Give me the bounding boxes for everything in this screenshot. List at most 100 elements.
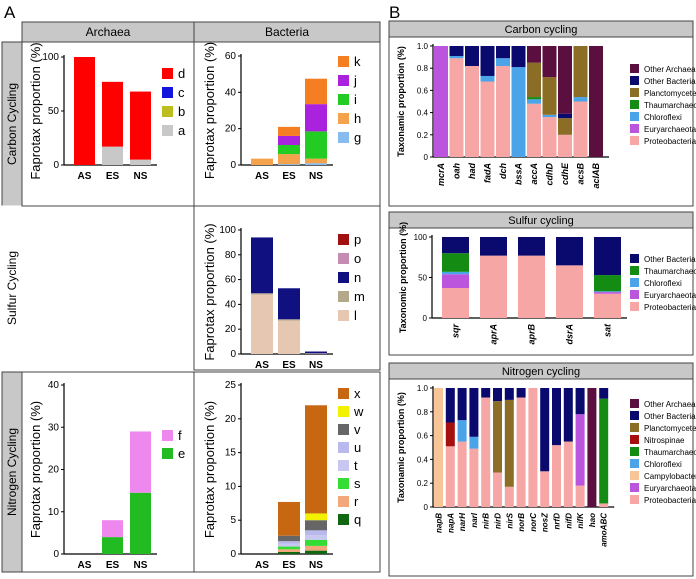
B_carbon-bar-acIAB-other_archaea (589, 46, 603, 157)
A_sulfur_bacteria-ytick-label: 60 (225, 275, 237, 286)
B_nitrogen-legend-swatch-nitrospinae (630, 435, 639, 444)
A_carbon_archaea-bar-ES-a (102, 146, 123, 165)
A_carbon_bacteria-bar-NS-h (305, 158, 327, 164)
panel-b-frames (388, 20, 694, 577)
B_carbon-bar-acsB-planctomycetes (573, 46, 588, 98)
b-carbon-title: Carbon cycling (505, 24, 578, 36)
A_nitrogen_bacteria-bar-ES-u (278, 541, 300, 544)
B_carbon-ytick-label: 1.0 (417, 42, 429, 51)
B_sulfur-legend-swatch-proteobacteria (630, 302, 639, 311)
A_sulfur_bacteria-ytick-label: 80 (225, 250, 237, 261)
A_nitrogen_archaea-legend-label-f: f (178, 428, 182, 443)
B_carbon-bar-bssA-other_bacteria (511, 46, 526, 68)
B_nitrogen-xtick-nirS: nirS (505, 512, 514, 528)
A_carbon_bacteria-bar-NS-g (305, 163, 327, 165)
A_carbon_archaea-legend-swatch-b (162, 106, 173, 117)
B_nitrogen-bar-amoABC-thaumarchaeota (599, 398, 609, 504)
A_nitrogen_bacteria-legend-swatch-s (338, 478, 349, 489)
panel-a-letter: A (4, 3, 16, 22)
B_sulfur-bar-dsrA-other_bacteria (556, 237, 583, 266)
A_sulfur_bacteria-bar-ES-l (278, 320, 300, 354)
A_nitrogen_bacteria-legend-swatch-w (338, 406, 349, 417)
A_carbon_archaea-legend-label-c: c (178, 85, 185, 100)
A_nitrogen_archaea-ytick-label: 10 (48, 507, 60, 518)
A_carbon_bacteria-legend-swatch-h (338, 113, 349, 124)
B_sulfur-bar-sat-euryarchaeota (594, 292, 621, 294)
B_nitrogen-legend-swatch-euryarchaeota (630, 483, 639, 492)
B_nitrogen-bar-nirD-other_bacteria (493, 388, 502, 402)
A_nitrogen_bacteria-bar-ES-s (278, 546, 300, 550)
A_carbon_bacteria-xtick-AS: AS (255, 171, 269, 182)
B_carbon-bar-oah-proteobacteria (449, 58, 464, 157)
A_carbon_bacteria-bar-ES-i (278, 145, 300, 155)
B_nitrogen-xtick-narH: narH (458, 513, 467, 531)
B_carbon-xtick-acsB: acsB (576, 162, 586, 184)
A_carbon_archaea-bar-AS-d (74, 57, 95, 165)
A_carbon_bacteria-legend-swatch-j (338, 75, 349, 86)
B_carbon-xtick-had: had (467, 163, 477, 180)
A_carbon_bacteria-bar-NS-j (305, 104, 327, 132)
B_nitrogen-xtick-nrfD: nrfD (553, 513, 562, 530)
A_nitrogen_bacteria-legend-swatch-u (338, 442, 349, 453)
A_nitrogen_bacteria-bar-ES-v (278, 535, 300, 542)
B_carbon-legend-swatch-other_bacteria (630, 76, 639, 85)
B_carbon-bar-cdhE-proteobacteria (558, 134, 572, 157)
B_sulfur-ytick-label: 0 (423, 314, 428, 323)
A_sulfur_bacteria-bar-NS-l (305, 353, 327, 354)
A_nitrogen_bacteria-ytick-label: 10 (225, 481, 237, 492)
B_sulfur-xtick-sat: sat (603, 323, 613, 337)
A_carbon_bacteria-bar-ES-k (278, 126, 300, 136)
B_carbon-xtick-oah: oah (452, 163, 462, 180)
B_sulfur-legend-swatch-euryarchaeota (630, 290, 639, 299)
A_nitrogen_bacteria-legend-label-s: s (354, 476, 361, 491)
B_carbon-bar-cdhE-other_bacteria (558, 113, 572, 119)
A_nitrogen_archaea-bar-NS-f (130, 431, 151, 493)
B_nitrogen-bar-nirS-other_bacteria (504, 388, 514, 400)
B_nitrogen-xtick-amoABC: amoABC (600, 513, 609, 547)
B_nitrogen-legend-label-thaumarchaeota: Thaumarchaeota (644, 448, 696, 457)
A_nitrogen_bacteria-ytick-label: 0 (230, 549, 236, 560)
A_sulfur_bacteria-bar-NS-n (305, 351, 327, 354)
B_carbon-legend-swatch-thaumarchaeota (630, 100, 639, 109)
B_carbon-bar-accA-chloroflexi (527, 99, 541, 104)
A_carbon_bacteria-ytick-label: 20 (225, 124, 237, 135)
A_nitrogen_bacteria-ytick-label: 25 (225, 380, 237, 391)
B_nitrogen-ytick-label: 0.8 (417, 408, 429, 417)
B_carbon-legend-swatch-planctomycetes (630, 88, 639, 97)
B_carbon-legend-swatch-proteobacteria (630, 136, 639, 145)
B_sulfur-bar-aprB-proteobacteria (518, 255, 545, 318)
B_sulfur-legend-swatch-chloroflexi (630, 278, 639, 287)
B_nitrogen-bar-nrfD-proteobacteria (552, 445, 561, 507)
B_nitrogen-y-label: Taxonamic proportion (%) (396, 392, 406, 503)
A_sulfur_bacteria-xtick-AS: AS (255, 360, 269, 371)
A_sulfur_bacteria-y-label: Faprotax proportion (%) (202, 223, 217, 360)
B_carbon-bar-dch-other_bacteria (496, 46, 510, 59)
B_nitrogen-xtick-nirD: nirD (494, 513, 503, 529)
A_carbon_bacteria-ytick-label: 60 (225, 51, 237, 62)
A_nitrogen_bacteria-legend-label-u: u (354, 440, 361, 455)
B_nitrogen-legend-swatch-other_archaea (630, 399, 639, 408)
A_nitrogen_bacteria-bar-NS-v (305, 520, 327, 531)
B_nitrogen-bar-napA-nitrospinae (445, 422, 455, 447)
A_nitrogen_bacteria-legend-label-r: r (354, 494, 359, 509)
B_carbon-bar-accA-planctomycetes (527, 62, 541, 98)
B_nitrogen-legend-swatch-proteobacteria (630, 495, 639, 504)
A_nitrogen_archaea-legend-swatch-f (162, 430, 173, 441)
B_nitrogen-legend-label-campylobacterota: Campylobacterota (644, 472, 696, 481)
A_nitrogen_archaea-xtick-AS: AS (78, 560, 92, 571)
B_nitrogen-legend-swatch-chloroflexi (630, 459, 639, 468)
B_carbon-bar-cdhE-other_archaea (558, 46, 572, 114)
B_carbon-ytick-label: 0.4 (417, 109, 429, 118)
B_sulfur-ytick-label: 100 (414, 233, 428, 242)
A_carbon_bacteria-legend-swatch-k (338, 56, 349, 67)
row-label-nitrogen: Nitrogen Cycling (5, 428, 19, 516)
A_carbon_archaea-bar-NS-d (130, 91, 151, 160)
A_nitrogen_bacteria-legend-swatch-r (338, 496, 349, 507)
B_carbon-legend-label-planctomycetes: Planctomycetes (644, 89, 696, 98)
A_carbon_archaea-y-label: Faprotax proportion (%) (28, 42, 43, 179)
B_carbon-ytick-label: 0.8 (417, 64, 429, 73)
B_carbon-bar-acsB-proteobacteria (573, 101, 588, 157)
A_carbon_archaea-legend-swatch-c (162, 87, 173, 98)
A_carbon_bacteria-legend-swatch-g (338, 132, 349, 143)
B_nitrogen-xtick-narI: narI (470, 512, 479, 527)
